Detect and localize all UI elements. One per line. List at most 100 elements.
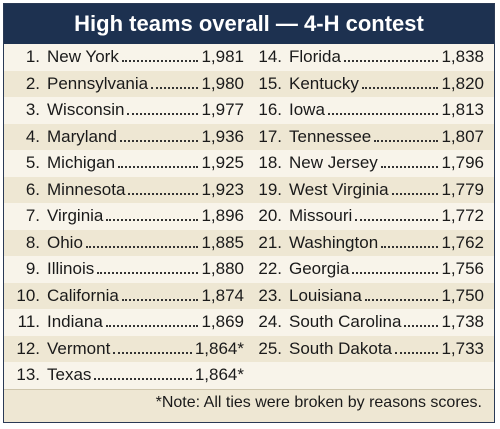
- panel-title: High teams overall — 4-H contest: [4, 4, 494, 44]
- team-name: New Jersey: [289, 153, 378, 172]
- team-name: Maryland: [47, 126, 117, 146]
- dot-leader: [374, 139, 438, 142]
- team-score: 1,864*: [194, 338, 244, 358]
- left-column-entry: 4. Maryland 1,936: [4, 124, 252, 151]
- right-column-entry: 20. Missouri 1,772: [252, 203, 494, 230]
- dot-leader: [392, 192, 438, 195]
- rank-number: 2.: [25, 73, 40, 93]
- rank-number: 6.: [25, 179, 40, 199]
- rank-number: 14.: [258, 47, 282, 66]
- right-column-entry: 25. South Dakota 1,733: [252, 336, 494, 363]
- team-name: Georgia: [289, 259, 350, 278]
- table-row: 3. Wisconsin 1,977 16. Iowa 1,813: [4, 97, 494, 124]
- results-table: 1. New York 1,981 14. Florida 1,838 2. Pennsylv…: [4, 44, 494, 416]
- team-score: 1,874: [201, 285, 244, 305]
- table-row: 2. Pennsylvania 1,980 15. Kentucky 1,820: [4, 71, 494, 98]
- left-column-entry: 6. Minnesota 1,923: [4, 177, 252, 204]
- team-name: Wisconsin: [47, 100, 125, 119]
- right-column-entry: 19. West Virginia 1,779: [252, 177, 494, 204]
- rank-number: 5.: [25, 153, 40, 172]
- team-score: 1,977: [201, 100, 244, 119]
- team-score: 1,869: [201, 312, 244, 331]
- rank-number: 18.: [258, 153, 282, 172]
- rank-number: 15.: [258, 73, 282, 93]
- team-name: Washington: [289, 232, 379, 252]
- left-column-entry: 9. Illinois 1,880: [4, 256, 252, 283]
- team-name: Virginia: [47, 206, 104, 225]
- dot-leader: [381, 166, 438, 168]
- right-column-entry: 14. Florida 1,838: [252, 44, 494, 71]
- team-score: 1,738: [441, 312, 484, 331]
- dot-leader: [362, 86, 438, 89]
- team-name: Ohio: [47, 232, 83, 252]
- team-name: West Virginia: [289, 179, 389, 199]
- left-column-entry: 1. New York 1,981: [4, 44, 252, 71]
- dot-leader: [122, 60, 198, 62]
- rank-number: 4.: [25, 126, 40, 146]
- rank-number: 25.: [258, 338, 282, 358]
- dot-leader: [122, 298, 198, 301]
- rank-number: 21.: [258, 232, 282, 252]
- team-name: Tennessee: [289, 126, 372, 146]
- team-score: 1,923: [201, 179, 244, 199]
- team-score: 1,796: [441, 153, 484, 172]
- team-score: 1,813: [441, 100, 484, 119]
- right-column-entry: 21. Washington 1,762: [252, 230, 494, 257]
- results-panel: High teams overall — 4-H contest 1. New Y…: [3, 3, 495, 423]
- table-row: 7. Virginia 1,896 20. Missouri 1,772: [4, 203, 494, 230]
- dot-leader: [328, 113, 438, 115]
- table-row: 9. Illinois 1,880 22. Georgia 1,756: [4, 256, 494, 283]
- team-score: 1,779: [441, 179, 484, 199]
- dot-leader: [395, 351, 438, 354]
- table-row: 4. Maryland 1,936 17. Tennessee 1,807: [4, 124, 494, 151]
- rank-number: 13.: [16, 365, 40, 384]
- team-score: 1,772: [441, 206, 484, 225]
- dot-leader: [151, 86, 198, 89]
- right-column-entry: 17. Tennessee 1,807: [252, 124, 494, 151]
- dot-leader: [127, 113, 198, 115]
- dot-leader: [94, 378, 192, 380]
- team-score: 1,981: [201, 47, 244, 66]
- dot-leader: [97, 272, 198, 274]
- dot-leader: [120, 139, 198, 142]
- team-score: 1,880: [201, 259, 244, 278]
- left-column-entry: 10. California 1,874: [4, 283, 252, 310]
- dot-leader: [404, 325, 438, 327]
- team-name: Missouri: [289, 206, 353, 225]
- rank-number: 3.: [25, 100, 40, 119]
- table-row: 10. California 1,874 23. Louisiana 1,750: [4, 283, 494, 310]
- team-name: Florida: [289, 47, 341, 66]
- right-column-entry: [252, 362, 494, 389]
- table-row: 8. Ohio 1,885 21. Washington 1,762: [4, 230, 494, 257]
- left-column-entry: 5. Michigan 1,925: [4, 150, 252, 177]
- footnote: *Note: All ties were broken by reasons s…: [155, 393, 482, 411]
- footnote-row: *Note: All ties were broken by reasons s…: [4, 388, 494, 416]
- dot-leader: [106, 219, 198, 221]
- team-name: Louisiana: [289, 285, 362, 305]
- team-name: South Carolina: [289, 312, 402, 331]
- table-row: 6. Minnesota 1,923 19. West Virginia 1,779: [4, 177, 494, 204]
- team-name: New York: [47, 47, 119, 66]
- rank-number: 9.: [25, 259, 40, 278]
- rank-number: 23.: [258, 285, 282, 305]
- right-column-entry: 18. New Jersey 1,796: [252, 150, 494, 177]
- team-name: Michigan: [47, 153, 116, 172]
- table-row: 13. Texas 1,864*: [4, 362, 494, 389]
- team-name: Texas: [47, 365, 92, 384]
- rank-number: 8.: [25, 232, 40, 252]
- rank-number: 7.: [25, 206, 40, 225]
- dot-leader: [86, 245, 198, 248]
- team-score: 1,820: [441, 73, 484, 93]
- team-score: 1,807: [441, 126, 484, 146]
- dot-leader: [365, 298, 438, 301]
- table-row: 5. Michigan 1,925 18. New Jersey 1,796: [4, 150, 494, 177]
- dot-leader: [106, 325, 198, 327]
- rank-number: 1.: [25, 47, 40, 66]
- team-name: Illinois: [47, 259, 95, 278]
- table-row: 1. New York 1,981 14. Florida 1,838: [4, 44, 494, 71]
- team-score: 1,896: [201, 206, 244, 225]
- rank-number: 19.: [258, 179, 282, 199]
- left-column-entry: 7. Virginia 1,896: [4, 203, 252, 230]
- left-column-entry: 12. Vermont 1,864*: [4, 336, 252, 363]
- team-name: Minnesota: [47, 179, 126, 199]
